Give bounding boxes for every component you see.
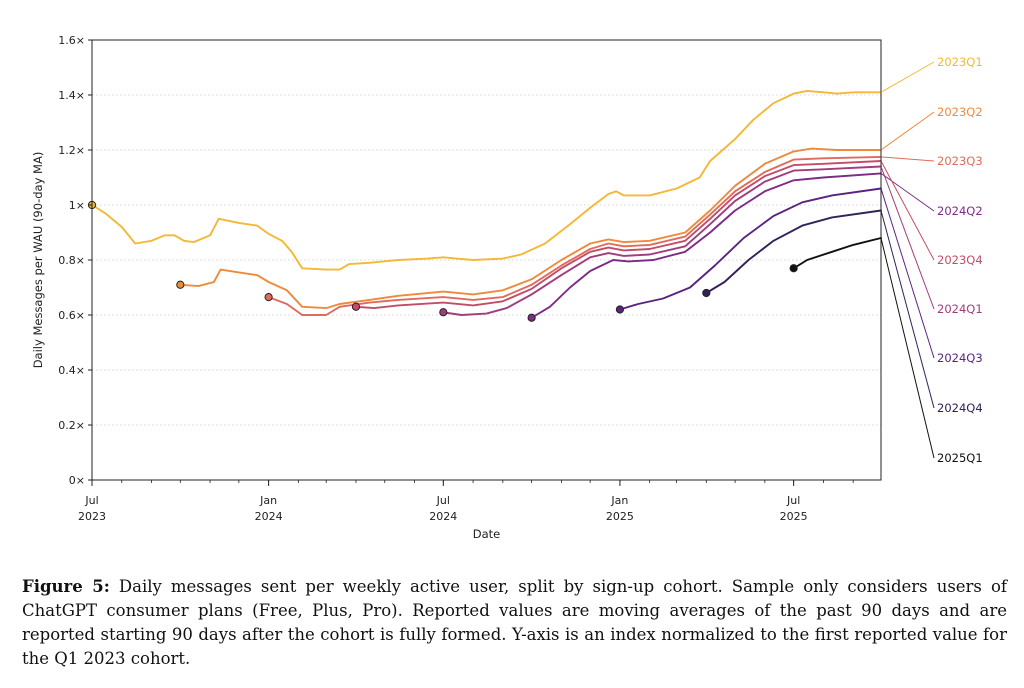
series-start-marker-2024Q4 xyxy=(702,288,711,298)
legend-label-2024Q1: 2024Q1 xyxy=(937,302,983,316)
x-tick-year-label: 2025 xyxy=(780,510,808,523)
x-tick-year-label: 2024 xyxy=(429,510,457,523)
x-tick-label: Jul xyxy=(84,494,98,507)
legend-label-2023Q1: 2023Q1 xyxy=(937,55,983,69)
x-tick-year-label: 2024 xyxy=(255,510,283,523)
legend-leader-2023Q2 xyxy=(880,111,935,151)
series-line-2023Q1 xyxy=(91,89,882,271)
series-start-marker-2024Q3 xyxy=(615,305,625,314)
y-tick-label: 0.4× xyxy=(58,364,85,377)
legend-label-2023Q3: 2023Q3 xyxy=(937,154,983,168)
legend-leader-2024Q4 xyxy=(880,210,935,409)
series-line-2023Q3 xyxy=(267,155,882,316)
series-line-2024Q1 xyxy=(442,165,882,316)
legend-label-2024Q3: 2024Q3 xyxy=(937,351,983,365)
y-tick-label: 0.6× xyxy=(58,309,85,322)
figure-caption: Figure 5: Daily messages sent per weekly… xyxy=(22,575,1007,671)
x-tick-year-label: 2025 xyxy=(606,510,634,523)
legend-label-2024Q4: 2024Q4 xyxy=(937,401,983,415)
series-start-marker-2023Q2 xyxy=(176,280,185,289)
series-start-marker-2023Q4 xyxy=(351,302,361,311)
x-tick-year-label: 2023 xyxy=(78,510,106,523)
legend: 2023Q1 2023Q2 2023Q3 2024Q2 2023Q4 2024Q1 2024… xyxy=(880,55,983,465)
y-axis-title: Daily Messages per WAU (90-day MA) xyxy=(31,152,45,369)
series-start-marker-2024Q1 xyxy=(439,308,448,317)
y-tick-label: 1.6× xyxy=(58,34,85,47)
legend-leader-2023Q3 xyxy=(880,156,935,162)
series-line-2023Q2 xyxy=(179,147,882,310)
legend-leader-2023Q4 xyxy=(880,160,935,261)
legend-leader-2025Q1 xyxy=(880,237,935,459)
series-line-2023Q4 xyxy=(355,160,882,310)
y-tick-label: 1× xyxy=(69,199,85,212)
axis-ticks: 0× 0.2× 0.4× 0.6× 0.8× 1× 1.2× 1.4× 1.6× Jul 2023 J… xyxy=(58,34,854,523)
series-line-2024Q4 xyxy=(705,209,882,294)
line-chart: 0× 0.2× 0.4× 0.6× 0.8× 1× 1.2× 1.4× 1.6× Jul 2023 J… xyxy=(31,34,983,541)
caption-label: Figure 5: xyxy=(22,577,110,596)
legend-label-2025Q1: 2025Q1 xyxy=(937,451,983,465)
x-axis-title: Date xyxy=(473,527,501,541)
legend-leader-2024Q2 xyxy=(880,172,935,212)
y-tick-label: 1.4× xyxy=(58,89,85,102)
legend-label-2023Q2: 2023Q2 xyxy=(937,105,983,119)
series-line-2025Q1 xyxy=(792,237,882,270)
legend-leader-2024Q1 xyxy=(880,166,935,310)
y-tick-label: 0.2× xyxy=(58,419,85,432)
x-tick-label: Jan xyxy=(259,494,277,507)
series-lines xyxy=(87,89,882,322)
series-start-marker-2024Q2 xyxy=(527,313,536,322)
series-start-marker-2023Q3 xyxy=(264,293,273,302)
y-tick-label: 0.8× xyxy=(58,254,85,267)
x-tick-label: Jul xyxy=(436,494,450,507)
legend-label-2023Q4: 2023Q4 xyxy=(937,253,983,267)
y-tick-label: 0× xyxy=(69,474,85,487)
series-line-2024Q3 xyxy=(618,187,882,311)
x-tick-label: Jan xyxy=(610,494,628,507)
caption-text: Daily messages sent per weekly active us… xyxy=(22,577,1007,668)
legend-leader-2024Q3 xyxy=(880,188,935,359)
series-start-marker-2025Q1 xyxy=(789,264,798,273)
y-tick-label: 1.2× xyxy=(58,144,85,157)
x-tick-label: Jul xyxy=(786,494,800,507)
legend-label-2024Q2: 2024Q2 xyxy=(937,204,983,218)
legend-leader-2023Q1 xyxy=(880,61,935,93)
series-line-2024Q2 xyxy=(530,172,882,319)
figure: 0× 0.2× 0.4× 0.6× 0.8× 1× 1.2× 1.4× 1.6× Jul 2023 J… xyxy=(31,34,983,541)
